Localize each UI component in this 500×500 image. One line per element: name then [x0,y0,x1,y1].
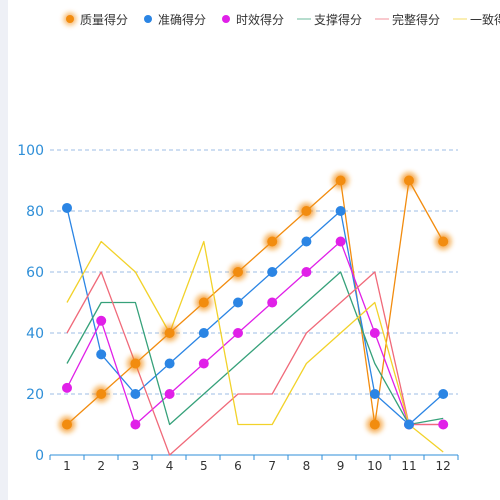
y-tick-label: 80 [26,204,44,220]
legend-item-2[interactable]: 时效得分 [222,12,284,27]
series-line-2 [66,240,444,426]
y-tick-label: 60 [26,265,44,281]
data-point-0[interactable] [267,236,278,247]
data-point-0[interactable] [438,236,449,247]
legend-label: 一致得分 [470,12,500,27]
legend-item-1[interactable]: 准确得分 [144,12,206,27]
legend-item-0[interactable]: 质量得分 [64,12,128,27]
x-tick-label: 8 [303,459,311,473]
legend-label: 支撑得分 [314,12,362,27]
x-tick-label: 12 [436,459,451,473]
data-point-1[interactable] [96,349,107,360]
x-tick-label: 11 [401,459,416,473]
data-point-0[interactable] [301,206,312,216]
data-point-0[interactable] [130,358,141,369]
y-tick-label: 40 [26,326,44,342]
data-point-2[interactable] [301,267,312,277]
y-tick-label: 20 [26,387,44,403]
legend-item-4[interactable]: 完整得分 [375,12,440,27]
data-point-1[interactable] [301,236,312,247]
data-point-2[interactable] [267,297,278,308]
legend-marker [66,15,74,23]
series-line-5 [66,240,444,453]
data-point-1[interactable] [130,389,141,399]
x-tick-label: 6 [234,459,242,473]
data-point-2[interactable] [130,419,141,430]
x-tick-label: 7 [268,459,276,473]
series-markers [59,172,452,433]
series-lines [66,179,444,456]
data-point-0[interactable] [335,175,346,186]
legend-marker [144,15,152,23]
x-tick-label: 5 [200,459,208,473]
data-point-1[interactable] [335,206,346,216]
data-point-2[interactable] [233,328,243,338]
data-point-2[interactable] [335,236,346,247]
legend-label: 准确得分 [158,12,206,27]
data-point-2[interactable] [96,315,107,326]
data-point-2[interactable] [164,389,175,399]
data-point-1[interactable] [198,328,209,338]
legend[interactable]: 质量得分 准确得分 时效得分 支撑得分 完整得分 一致得分 [64,12,500,27]
data-point-0[interactable] [369,419,380,430]
y-tick-label: 100 [17,143,44,159]
data-point-1[interactable] [233,297,243,308]
legend-label: 质量得分 [80,12,128,27]
legend-label: 时效得分 [236,12,284,27]
data-point-0[interactable] [164,328,175,338]
data-point-1[interactable] [164,358,175,369]
series-line-1 [66,207,444,426]
y-tick-label: 0 [35,448,44,464]
data-point-1[interactable] [267,267,278,277]
data-point-1[interactable] [62,202,72,213]
series-line-4 [66,271,444,456]
data-point-2[interactable] [369,328,380,338]
data-point-2[interactable] [438,419,449,430]
data-point-0[interactable] [233,267,243,277]
x-tick-label: 2 [97,459,105,473]
x-tick-label: 1 [63,459,71,473]
x-tick-label: 3 [132,459,140,473]
legend-label: 完整得分 [392,12,440,27]
legend-marker [222,15,230,23]
x-tick-label: 10 [367,459,382,473]
data-point-2[interactable] [198,358,209,369]
data-point-1[interactable] [438,389,449,399]
left-sidebar-strip [0,0,8,500]
x-tick-label: 4 [166,459,174,473]
data-point-1[interactable] [404,419,414,430]
data-point-0[interactable] [404,175,414,186]
data-point-1[interactable] [369,389,380,399]
data-point-0[interactable] [198,297,209,308]
series-line-3 [66,271,444,426]
data-point-0[interactable] [62,419,72,430]
legend-item-3[interactable]: 支撑得分 [297,12,362,27]
data-point-0[interactable] [96,389,107,399]
legend-item-5[interactable]: 一致得分 [453,12,500,27]
data-point-2[interactable] [62,382,72,393]
x-tick-label: 9 [337,459,345,473]
